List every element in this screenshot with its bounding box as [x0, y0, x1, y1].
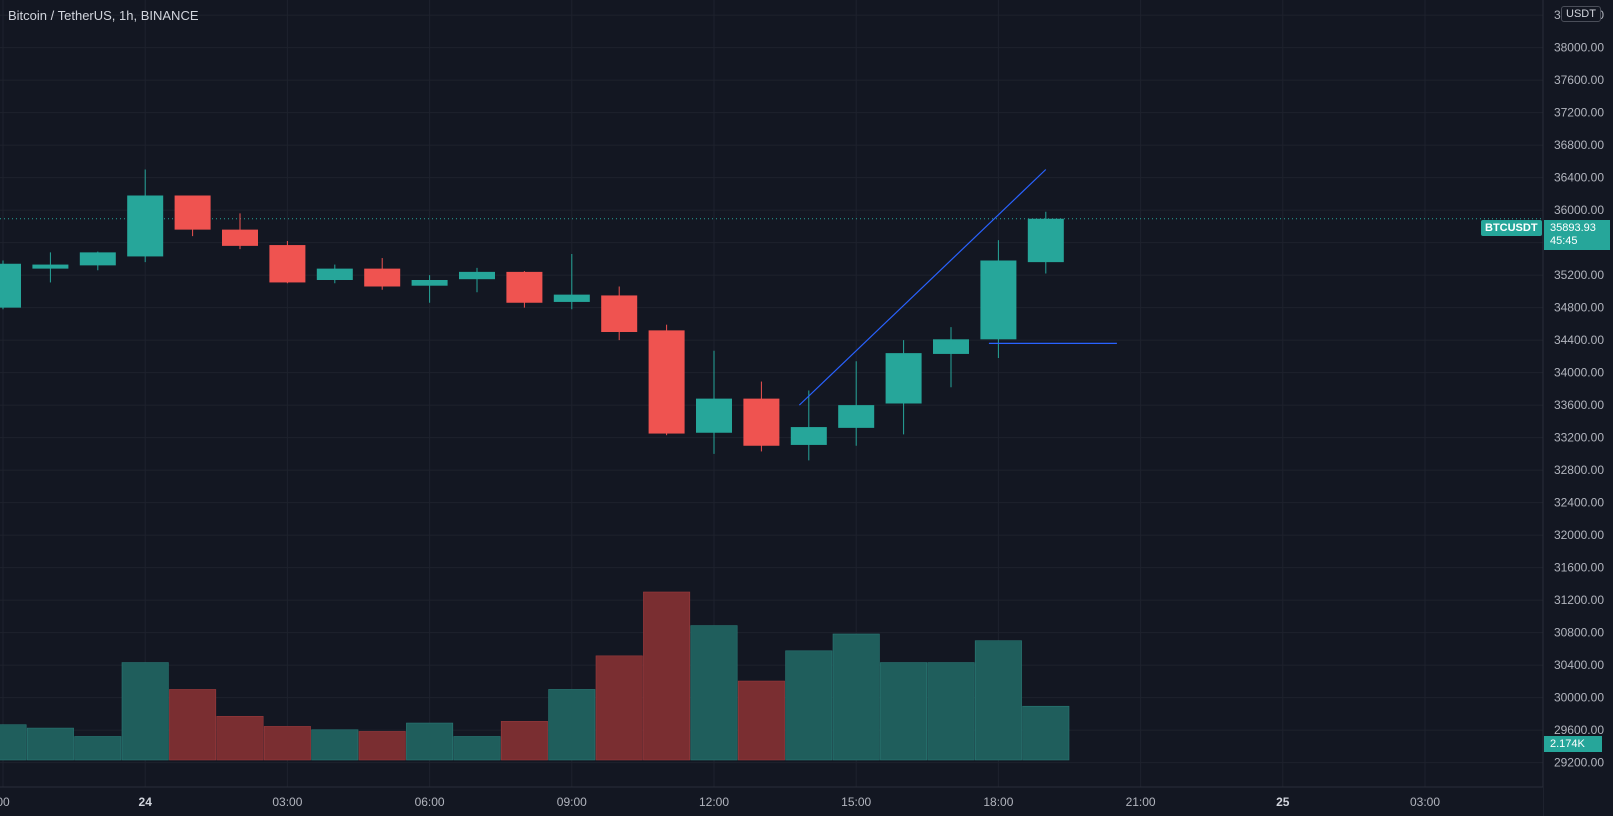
price-tick-label: 30000.00 [1554, 691, 1604, 705]
volume-bar [26, 727, 74, 761]
volume-bar [358, 731, 406, 761]
volume-bar [169, 689, 217, 761]
volume-bar [595, 655, 643, 761]
time-tick-label: 24 [139, 795, 153, 809]
volume-bar [690, 625, 738, 761]
volume-bars [0, 591, 1070, 761]
volume-bar [263, 726, 311, 761]
price-tick-label: 33200.00 [1554, 431, 1604, 445]
candle-body [222, 229, 258, 246]
chart-title: Bitcoin / TetherUS, 1h, BINANCE [8, 8, 199, 23]
volume-bar [216, 716, 264, 761]
time-tick-label: 06:00 [415, 795, 445, 809]
price-tick-label: 29200.00 [1554, 756, 1604, 770]
volume-bar [880, 662, 928, 761]
price-tick-label: 32400.00 [1554, 496, 1604, 510]
candle-body [648, 330, 685, 434]
grid [0, 0, 1543, 787]
candle-body [32, 264, 69, 269]
candle-body [411, 280, 448, 286]
candle-body [933, 339, 969, 354]
volume-bar [453, 736, 501, 761]
volume-bar [0, 724, 27, 761]
time-tick-label: 18:00 [983, 795, 1013, 809]
price-tick-label: 36400.00 [1554, 171, 1604, 185]
candle-body [459, 271, 495, 280]
candles [0, 169, 1064, 461]
volume-bar [927, 662, 975, 761]
candle-body [506, 271, 543, 303]
candle-body [743, 398, 780, 446]
candle-body [174, 195, 211, 230]
candle-body [696, 398, 732, 433]
price-tick-label: 29600.00 [1554, 723, 1604, 737]
time-axis[interactable]: 00 24 03:00 06:00 09:00 12:00 15:00 18:00 21:00 2… [0, 786, 1543, 816]
candle-body [601, 295, 638, 332]
bar-countdown: 45:45 [1550, 235, 1578, 247]
candle-body [316, 268, 353, 280]
candle-body [885, 353, 922, 404]
price-tick-label: 37600.00 [1554, 73, 1604, 87]
time-tick-label: 12:00 [699, 795, 729, 809]
price-tick-label: 33600.00 [1554, 398, 1604, 412]
volume-bar [500, 721, 548, 761]
price-tick-label: 32800.00 [1554, 463, 1604, 477]
price-axis-bg [1543, 0, 1613, 816]
candle-body [980, 260, 1017, 340]
last-price-value: 35893.93 [1550, 222, 1596, 234]
drawings[interactable] [798, 169, 1117, 406]
candle-body [364, 268, 401, 287]
price-tick-label: 34800.00 [1554, 301, 1604, 315]
price-tick-label: 31200.00 [1554, 593, 1604, 607]
price-tick-label: 30800.00 [1554, 626, 1604, 640]
time-tick-label: 21:00 [1126, 795, 1156, 809]
price-tick-label: 32000.00 [1554, 528, 1604, 542]
volume-bar [832, 633, 880, 761]
price-tick-label: 34400.00 [1554, 333, 1604, 347]
volume-bar [406, 722, 454, 761]
candle-body [790, 427, 827, 445]
time-tick-label: 03:00 [272, 795, 302, 809]
price-tick-label: 35200.00 [1554, 268, 1604, 282]
price-tick-label: 31600.00 [1554, 561, 1604, 575]
volume-bar [548, 689, 596, 761]
candle-body [127, 195, 164, 257]
volume-bar [74, 736, 122, 761]
price-tick-label: 37200.00 [1554, 106, 1604, 120]
volume-bar [974, 640, 1022, 761]
last-price-badge: 35893.93 45:45 [1544, 220, 1610, 250]
price-tick-label: 38000.00 [1554, 41, 1604, 55]
volume-bar [121, 662, 169, 761]
volume-bar [737, 680, 785, 761]
price-tick-label: 34000.00 [1554, 366, 1604, 380]
price-tick-label: 36000.00 [1554, 203, 1604, 217]
price-axis[interactable]: 29200.00 29600.00 30000.00 30400.00 30800.00… [1542, 0, 1613, 816]
price-tick-label: 36800.00 [1554, 138, 1604, 152]
volume-bar [311, 729, 359, 761]
time-axis-bg [0, 787, 1543, 816]
volume-badge: 2.174K [1544, 736, 1602, 752]
trend-line [798, 169, 1047, 406]
volume-bar [643, 591, 691, 761]
time-tick-label: 09:00 [557, 795, 587, 809]
candle-body [79, 252, 116, 266]
volume-bar [1022, 705, 1070, 761]
candle-body [553, 294, 590, 302]
volume-bar [785, 650, 833, 761]
time-tick-label: 03:00 [1410, 795, 1440, 809]
candle-body [269, 245, 306, 283]
time-tick-label: 15:00 [841, 795, 871, 809]
currency-button[interactable]: USDT [1561, 6, 1601, 22]
candle-body [0, 263, 21, 308]
price-tick-label: 30400.00 [1554, 658, 1604, 672]
time-tick-label: 00 [0, 795, 10, 809]
time-tick-label: 25 [1276, 795, 1290, 809]
candle-body [1027, 218, 1064, 263]
candle-body [838, 405, 875, 428]
symbol-label: BTCUSDT [1481, 220, 1542, 236]
